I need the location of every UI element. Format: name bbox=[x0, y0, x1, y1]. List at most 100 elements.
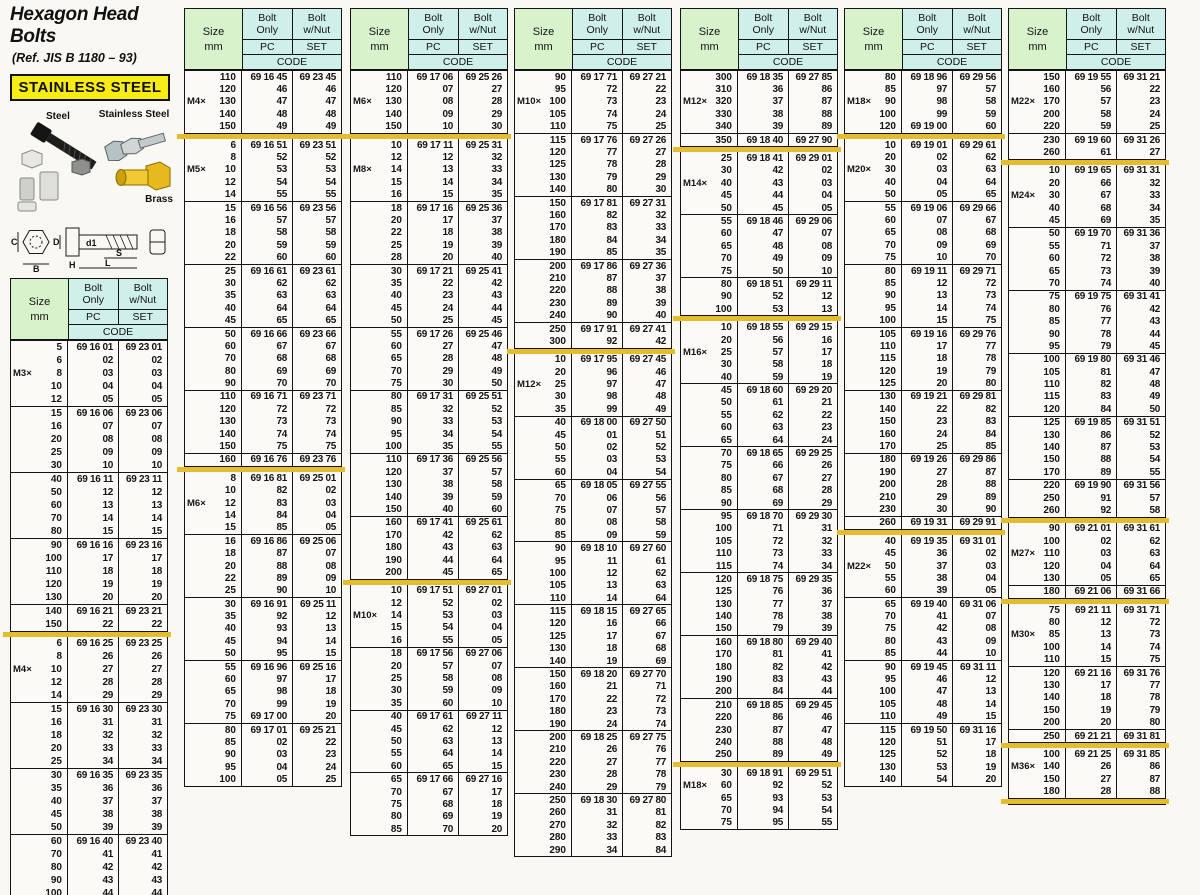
set-code-cell: 57 bbox=[491, 466, 502, 478]
size-value: 150 bbox=[385, 503, 402, 515]
size-value: 30 bbox=[554, 391, 566, 403]
set-header: SET bbox=[622, 40, 671, 54]
size-cell: 140 bbox=[845, 403, 902, 416]
size-value: 75 bbox=[390, 378, 402, 390]
bolt-code-table: Size mm Bolt Only Bolt w/Nut PC SET CODE 90 69 17 … bbox=[507, 8, 675, 858]
set-code-cell: 48 bbox=[1149, 379, 1160, 391]
size-value: 18 bbox=[224, 227, 236, 239]
table-row: 40 04 64 bbox=[845, 176, 1001, 189]
table-row: 90 03 23 bbox=[185, 748, 341, 762]
set-code-cell: 60 bbox=[985, 121, 996, 133]
size-cell: 80 bbox=[681, 472, 738, 485]
table-row: 55 71 37 bbox=[1009, 240, 1165, 253]
table-row: 120 51 17 bbox=[845, 736, 1001, 749]
size-value: 160 bbox=[549, 681, 566, 693]
code-header: CODE bbox=[903, 54, 1001, 69]
table-row: 120 69 18 75 69 29 35 bbox=[681, 573, 837, 586]
pc-code-cell: 64 bbox=[242, 302, 293, 315]
size-cell: 180 bbox=[515, 234, 572, 247]
size-value: 130 bbox=[385, 479, 402, 491]
set-code-cell: 46 bbox=[821, 712, 832, 724]
size-value: 25 bbox=[720, 153, 732, 165]
table-row: 170 81 41 bbox=[681, 648, 837, 661]
pc-code-cell: 61 bbox=[738, 396, 789, 410]
pc-code-cell: 94 bbox=[738, 804, 789, 817]
svg-text:d1: d1 bbox=[86, 238, 97, 248]
size-cell: 70 bbox=[1009, 277, 1066, 290]
set-code-cell: 36 bbox=[821, 586, 832, 598]
size-cell: 150 bbox=[515, 196, 572, 210]
size-cell: M36× 140 bbox=[1009, 760, 1066, 774]
size-cell: 60 bbox=[845, 584, 902, 598]
pc-code-cell: 14 bbox=[902, 302, 953, 315]
pc-code-cell: 55 bbox=[408, 634, 459, 647]
size-value: 12 bbox=[50, 394, 62, 405]
size-cell: 150 bbox=[11, 618, 68, 631]
pc-code-cell: 28 bbox=[1066, 785, 1117, 798]
thread-size-prefix: M12× bbox=[517, 379, 542, 391]
size-value: 55 bbox=[1048, 240, 1060, 252]
set-code-cell: 58 bbox=[325, 227, 336, 239]
set-code-cell: 69 25 46 bbox=[465, 328, 502, 340]
set-code-cell: 69 29 30 bbox=[795, 510, 832, 522]
size-cell: 160 bbox=[515, 209, 572, 222]
size-value: 140 bbox=[385, 108, 402, 120]
size-group: 180 69 21 06 69 31 66 bbox=[1009, 585, 1165, 600]
size-cell: 200 bbox=[1009, 108, 1066, 121]
table-row: 120 19 19 bbox=[11, 578, 167, 591]
size-value: 70 bbox=[884, 611, 896, 623]
table-row: 280 33 83 bbox=[515, 831, 671, 844]
set-code-cell: 82 bbox=[985, 403, 996, 415]
size-group: 100 69 21 25 69 31 85 M36× 140 26 86 150 27 87 180… bbox=[1009, 748, 1165, 799]
pc-code-cell: 69 17 11 bbox=[408, 138, 459, 152]
set-code-cell: 74 bbox=[325, 428, 336, 440]
table-row: 110 73 33 bbox=[681, 547, 837, 560]
size-group: 30 69 17 21 69 25 41 35 22 42 40 23 43 45 24 44 50 25… bbox=[351, 264, 507, 328]
size-group: 40 69 18 00 69 27 50 45 01 51 50 02 52 55 03 53 60 04… bbox=[515, 416, 671, 480]
table-row: 115 69 19 50 69 31 16 bbox=[845, 723, 1001, 737]
table-row: 120 72 72 bbox=[185, 403, 341, 416]
size-value: 15 bbox=[224, 202, 236, 214]
table-row: 150 79 39 bbox=[681, 622, 837, 636]
set-code-cell: 69 31 85 bbox=[1123, 749, 1160, 760]
set-code-cell: 20 bbox=[985, 774, 996, 786]
pc-code-cell: 69 19 50 bbox=[902, 723, 953, 737]
size-cell: 60 bbox=[351, 760, 408, 773]
table-row: 50 61 21 bbox=[681, 396, 837, 410]
size-cell: 20 bbox=[185, 239, 242, 252]
size-value: 180 bbox=[1043, 786, 1060, 798]
set-code-cell: 34 bbox=[1149, 202, 1160, 214]
set-code-cell: 82 bbox=[655, 819, 666, 831]
size-cell: 200 bbox=[515, 259, 572, 273]
pc-code-cell: 69 17 81 bbox=[572, 196, 623, 210]
set-code-cell: 34 bbox=[821, 560, 832, 572]
pc-code-cell: 26 bbox=[1066, 760, 1117, 774]
table-row: 140 54 20 bbox=[845, 773, 1001, 786]
set-code-cell: 54 bbox=[655, 466, 666, 478]
size-value: 240 bbox=[549, 310, 566, 322]
pc-code-cell: 69 19 90 bbox=[1066, 479, 1117, 492]
set-code-cell: 32 bbox=[655, 209, 666, 221]
size-value: 240 bbox=[715, 737, 732, 748]
size-value: 50 bbox=[884, 189, 896, 201]
table-row: 95 69 18 70 69 29 30 bbox=[681, 510, 837, 523]
table-row: M4× 10 27 27 bbox=[11, 663, 167, 676]
size-value: 100 bbox=[1043, 641, 1060, 653]
size-value: 85 bbox=[1048, 629, 1060, 641]
size-cell: 120 bbox=[515, 146, 572, 159]
size-value: 70 bbox=[50, 849, 62, 860]
table-row: 230 89 39 bbox=[515, 297, 671, 310]
size-value: 85 bbox=[390, 823, 402, 835]
set-code-cell: 69 25 31 bbox=[465, 139, 502, 151]
set-code-cell: 41 bbox=[151, 849, 162, 860]
set-code-cell: 47 bbox=[821, 724, 832, 736]
table-row: 6 69 16 25 69 23 25 bbox=[11, 637, 167, 650]
pc-code-cell: 47 bbox=[242, 95, 293, 109]
table-row: 95 11 61 bbox=[515, 554, 671, 568]
pc-code-cell: 69 16 06 bbox=[68, 407, 119, 420]
size-cell: 130 bbox=[681, 598, 738, 611]
table-row: 100 71 31 bbox=[681, 522, 837, 536]
thread-size-prefix: M22× bbox=[847, 560, 872, 572]
size-cell: 130 bbox=[1009, 679, 1066, 692]
pc-code-cell: 69 17 56 bbox=[408, 647, 459, 660]
